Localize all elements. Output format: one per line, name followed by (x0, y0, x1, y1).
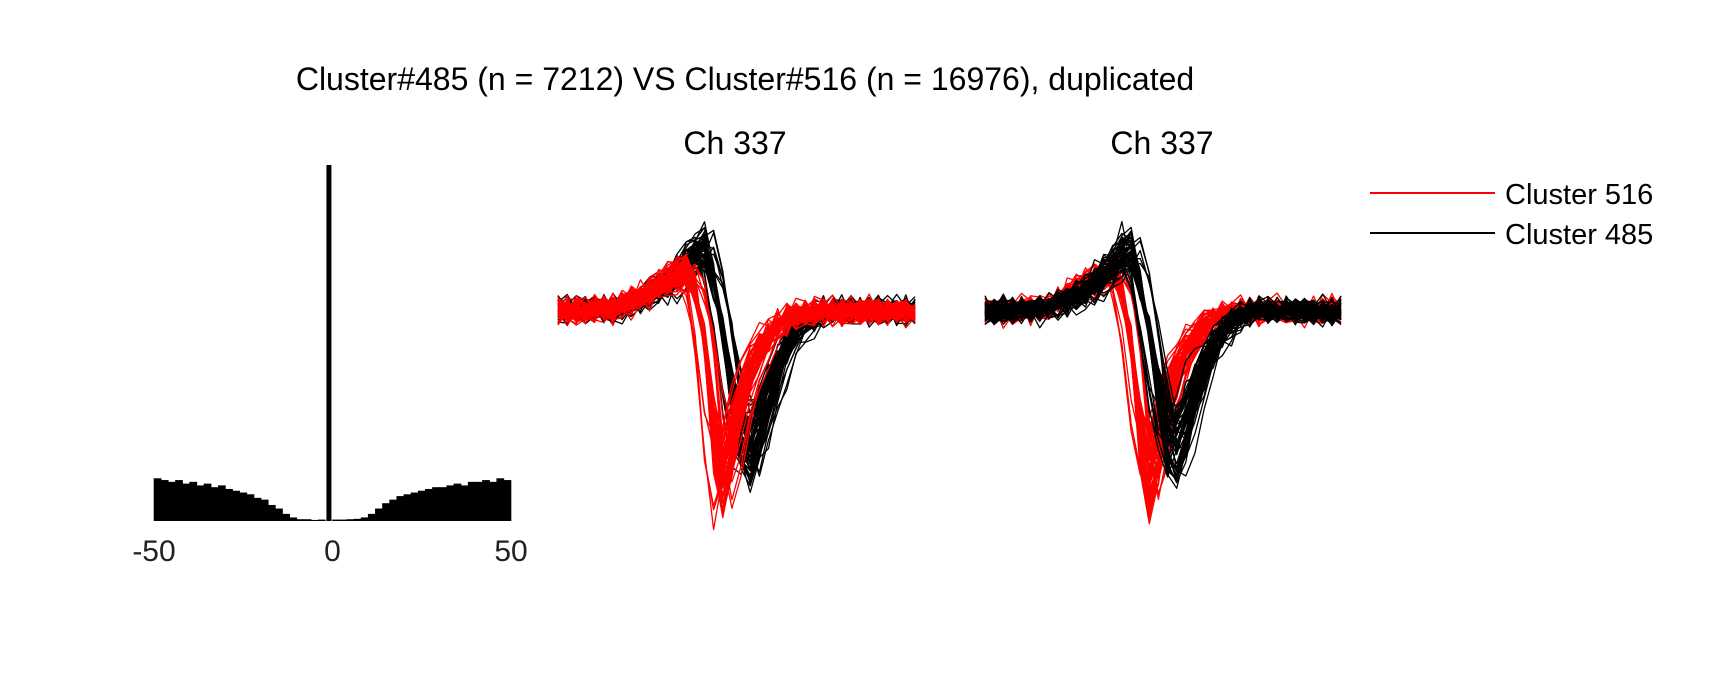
histogram-bar (326, 165, 332, 521)
series-cluster-516 (557, 253, 916, 531)
waveform-trace (984, 226, 1342, 481)
legend-label-cluster-485: Cluster 485 (1505, 219, 1653, 251)
waveform-trace (984, 257, 1342, 436)
histogram-bar (460, 485, 469, 521)
histogram-bar (439, 487, 448, 521)
histogram-bar (475, 481, 483, 521)
histogram-bar (175, 480, 183, 521)
histogram-bar (153, 478, 162, 521)
histogram-bar (417, 490, 426, 521)
histogram-bar (453, 483, 462, 521)
cross-correlogram-panel: -50 0 50 (132, 165, 528, 568)
histogram-bar (232, 490, 240, 521)
histogram-bar (253, 497, 262, 521)
histogram-bar (339, 519, 348, 521)
x-tick-label: 0 (324, 535, 341, 568)
waveform-panel-2: Ch 337 (984, 125, 1342, 525)
histogram-bar (196, 485, 205, 521)
waveform-trace (557, 266, 916, 465)
histogram-bar (389, 499, 398, 521)
legend-entry-cluster-516: Cluster 516 (1370, 179, 1653, 211)
legend-label-cluster-516: Cluster 516 (1505, 179, 1653, 211)
histogram-bar (425, 488, 433, 521)
histogram-bar (496, 478, 505, 521)
histogram-bar (246, 494, 255, 521)
histogram-bar (282, 513, 290, 521)
waveform-trace (557, 260, 916, 458)
histogram-bar (382, 503, 390, 521)
histogram-bar (367, 513, 376, 521)
histogram-bar (239, 492, 248, 521)
histogram-bar (210, 487, 219, 521)
histogram-bar (360, 517, 369, 521)
waveform-panel-1: Ch 337 (557, 125, 916, 531)
histogram-bar (182, 483, 190, 521)
waveform-panel-1-title: Ch 337 (683, 125, 786, 161)
histogram-bar (446, 485, 455, 521)
histogram-bar (275, 508, 283, 521)
histogram-bar (489, 481, 498, 521)
histogram-bar (225, 488, 233, 521)
waveform-trace (984, 260, 1342, 407)
waveform-trace (984, 259, 1342, 425)
histogram-bar (296, 519, 305, 521)
histogram-bar (167, 481, 176, 521)
histogram-bar (410, 492, 419, 521)
waveform-trace (557, 253, 916, 512)
histogram-bar (503, 480, 512, 521)
histogram-bar (267, 504, 276, 521)
x-tick-label: -50 (132, 535, 175, 568)
waveform-trace (984, 252, 1342, 432)
histogram-bar (310, 519, 319, 521)
histogram-bar (403, 494, 412, 521)
series-cluster-485 (984, 220, 1342, 489)
histogram-bar (189, 481, 198, 521)
legend: Cluster 516 Cluster 485 (1370, 179, 1653, 251)
histogram-bar (289, 517, 298, 521)
waveform-panel-2-title: Ch 337 (1110, 125, 1213, 161)
legend-entry-cluster-485: Cluster 485 (1370, 219, 1653, 251)
histogram-bar (160, 480, 169, 521)
histogram-bar (217, 485, 226, 521)
histogram-bar (432, 487, 440, 521)
x-tick-label: 50 (494, 535, 527, 568)
histogram-bar (482, 480, 490, 521)
figure-title: Cluster#485 (n = 7212) VS Cluster#516 (n… (296, 61, 1194, 97)
histogram-bar (346, 519, 355, 521)
histogram-bar (375, 508, 383, 521)
histogram-bar (303, 519, 312, 521)
histogram-bar (396, 496, 405, 521)
histogram-bar (203, 483, 212, 521)
histogram-bar (260, 499, 269, 521)
histogram-bar (317, 519, 326, 521)
waveform-trace (557, 269, 916, 406)
histogram-bar (332, 519, 340, 521)
histogram-bar (353, 518, 362, 521)
histogram-bar (467, 481, 476, 521)
waveform-trace (557, 268, 916, 481)
